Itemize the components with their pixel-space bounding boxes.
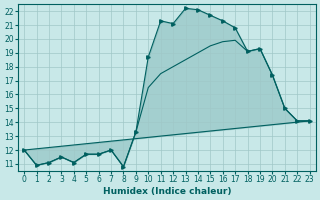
X-axis label: Humidex (Indice chaleur): Humidex (Indice chaleur) [103, 187, 231, 196]
